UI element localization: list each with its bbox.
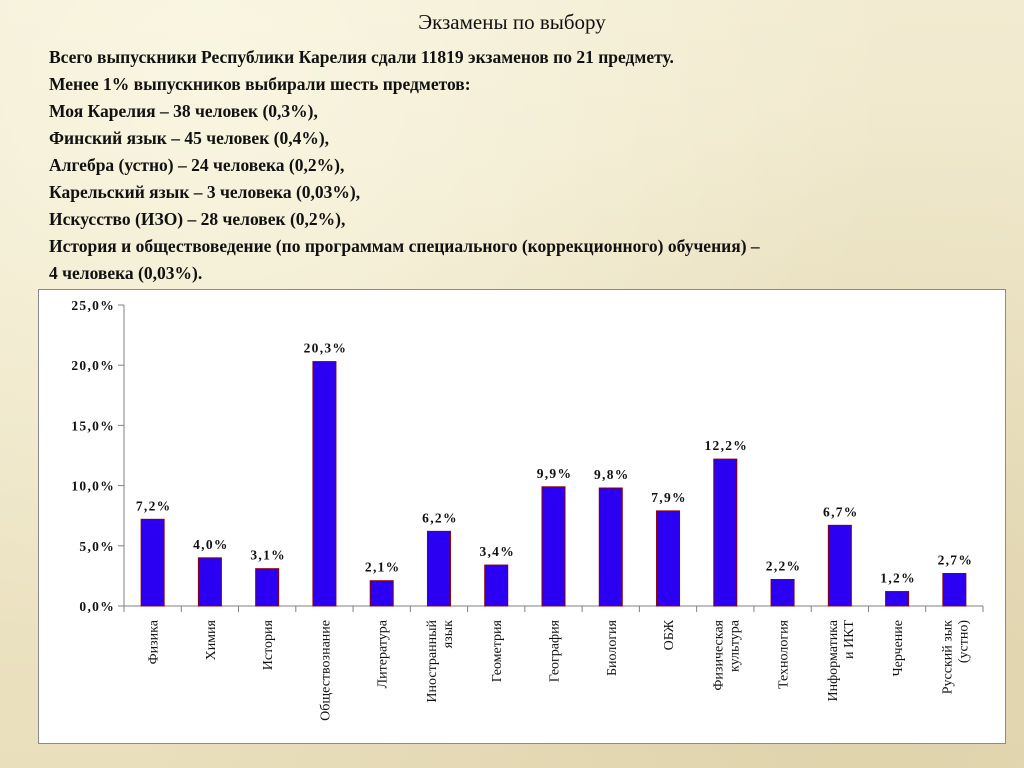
bar [140, 518, 165, 607]
category-label-line: Иностранный [425, 620, 440, 703]
category-label-line: Геометрия [490, 619, 505, 682]
data-label: 3,1% [250, 548, 286, 563]
category-label: ОБЖ [662, 620, 677, 651]
category-label-line: Черчение [891, 620, 906, 676]
data-label: 2,1% [365, 560, 401, 575]
summary-line: Искусство (ИЗО) – 28 человек (0,2%), [49, 209, 346, 229]
category-label-line: Физическая [711, 619, 726, 690]
summary-line: Карельский язык – 3 человека (0,03%), [49, 182, 361, 202]
category-label-line: Обществознание [318, 620, 333, 721]
data-label: 7,9% [651, 490, 687, 505]
category-label: Русский зык (устно) [940, 620, 971, 695]
category-label-line: Литература [376, 619, 391, 688]
data-label: 9,9% [537, 466, 573, 481]
category-label-line: язык [441, 620, 456, 648]
bar [541, 486, 566, 607]
bar [598, 487, 623, 607]
bar [656, 510, 681, 607]
bar [426, 530, 451, 607]
category-label-line: и ИКТ [842, 620, 857, 659]
summary-line: История и обществоведение (по программам… [49, 236, 760, 256]
summary-text: Всего выпускники Республики Карелия сдал… [49, 44, 1009, 287]
y-tick-label: 25,0% [71, 298, 115, 313]
data-label: 2,2% [766, 559, 802, 574]
category-label-line: География [548, 619, 563, 682]
category-label: Черчение [891, 620, 906, 676]
data-label: 4,0% [193, 537, 229, 552]
category-label: Иностранный язык [425, 620, 456, 703]
y-tick-label: 5,0% [79, 539, 115, 554]
category-label-line: История [261, 619, 276, 670]
category-label: Обществознание [318, 620, 333, 721]
category-label: География [548, 619, 563, 682]
chart-area: 0,0% 5,0% 10,0% 15,0% 20,0% 25,0% 7,2% Физика 4,… [38, 289, 1006, 744]
summary-line: Всего выпускники Республики Карелия сдал… [49, 47, 674, 67]
bar [942, 572, 967, 607]
summary-line: Алгебра (устно) – 24 человека (0,2%), [49, 155, 345, 175]
bar [713, 458, 738, 607]
bar [369, 580, 394, 607]
category-label: Литература [376, 619, 391, 688]
category-label-line: (устно) [956, 620, 971, 663]
summary-line: Моя Карелия – 38 человек (0,3%), [49, 101, 318, 121]
slide-title: Экзамены по выбору [418, 10, 606, 34]
summary-line: Финский язык – 45 человек (0,4%), [49, 128, 330, 148]
y-tick-label: 10,0% [71, 479, 115, 494]
bar [312, 361, 337, 607]
category-label-line: Информатика [826, 619, 841, 701]
data-label: 3,4% [479, 544, 515, 559]
category-label-line: культура [727, 619, 742, 672]
data-label: 9,8% [594, 467, 630, 482]
category-label: Технология [777, 619, 792, 689]
data-label: 7,2% [136, 498, 172, 513]
category-label: Физика [147, 619, 162, 664]
bar-chart: 0,0% 5,0% 10,0% 15,0% 20,0% 25,0% 7,2% Физика 4,… [71, 298, 984, 721]
bar [484, 564, 509, 607]
data-label: 20,3% [304, 341, 348, 356]
y-tick-label: 0,0% [79, 599, 115, 614]
category-label-line: Биология [605, 619, 620, 676]
bar [770, 579, 795, 607]
summary-line: 4 человека (0,03%). [49, 263, 203, 283]
category-label-line: Технология [777, 619, 792, 689]
bar [827, 524, 852, 607]
data-label: 6,2% [422, 510, 458, 525]
summary-line: Менее 1% выпускников выбирали шесть пред… [49, 74, 471, 94]
y-tick-label: 15,0% [71, 418, 115, 433]
bar [197, 557, 222, 607]
category-label: Химия [204, 619, 219, 660]
data-label: 2,7% [938, 552, 974, 567]
bar [255, 568, 280, 607]
bar [885, 591, 910, 607]
category-label-line: ОБЖ [662, 620, 677, 651]
category-label: Биология [605, 619, 620, 676]
category-label: Геометрия [490, 619, 505, 682]
category-label: История [261, 619, 276, 670]
category-label-line: Физика [147, 619, 162, 664]
category-label: Физическая культура [711, 619, 742, 690]
data-label: 6,7% [823, 504, 859, 519]
data-label: 12,2% [704, 438, 748, 453]
category-label-line: Русский зык [940, 620, 955, 694]
y-tick-label: 20,0% [71, 358, 115, 373]
data-label: 1,2% [880, 571, 916, 586]
category-label: Информатика и ИКТ [826, 619, 857, 701]
category-label-line: Химия [204, 619, 219, 660]
